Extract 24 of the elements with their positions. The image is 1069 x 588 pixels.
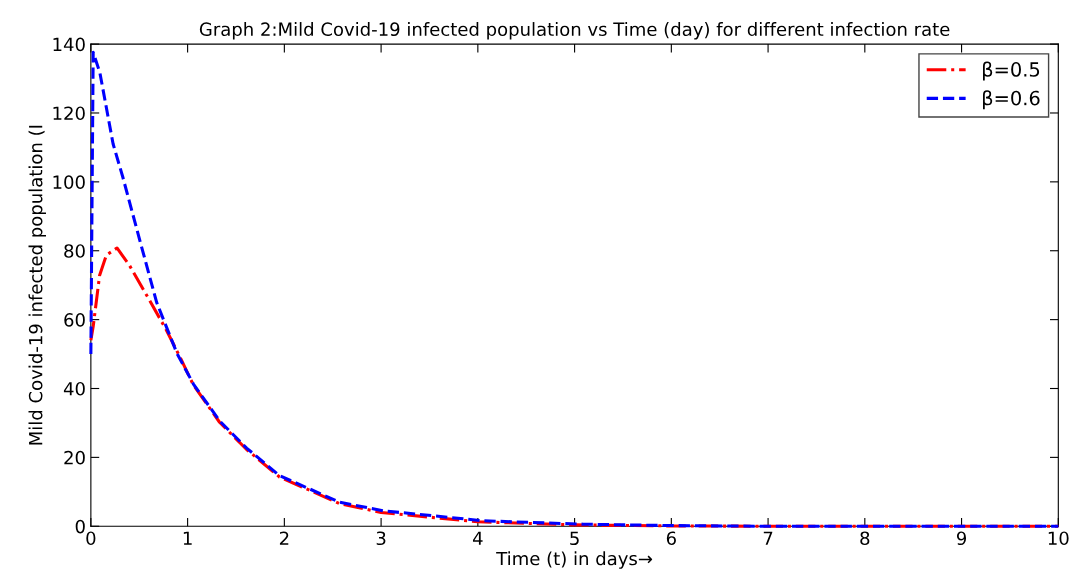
- x-tick-label: 5: [570, 531, 579, 546]
- x-tick-label: 4: [472, 531, 483, 545]
- y-tick-label: 120: [53, 106, 85, 121]
- y-axis-title: Mild Covid-19 infected population (I: [28, 125, 46, 445]
- x-tick-label: 1: [183, 531, 192, 545]
- x-tick-label: 2: [279, 531, 289, 545]
- y-tick-label: 140: [53, 37, 85, 52]
- x-tick-label: 3: [376, 531, 386, 546]
- legend-label: β=0.6: [983, 90, 1040, 110]
- x-tick-label: 9: [956, 531, 967, 546]
- y-tick-label: 40: [63, 381, 85, 396]
- y-tick-label: 0: [75, 519, 85, 534]
- x-axis-title: Time (t) in days→: [496, 551, 653, 569]
- y-tick-label: 100: [53, 175, 85, 189]
- x-tick-label: 8: [860, 531, 870, 546]
- x-tick-label: 10: [1048, 531, 1069, 546]
- legend-label: β=0.5: [983, 61, 1040, 81]
- x-tick-label: 0: [86, 531, 96, 546]
- x-tick-label: 7: [763, 531, 773, 545]
- y-tick-label: 60: [64, 313, 85, 327]
- chart-title: Graph 2:Mild Covid-19 infected population vs Time (day) for different infection rate: [199, 22, 950, 40]
- x-tick-label: 6: [666, 531, 676, 546]
- y-tick-label: 20: [64, 450, 85, 465]
- y-tick-label: 80: [64, 244, 85, 258]
